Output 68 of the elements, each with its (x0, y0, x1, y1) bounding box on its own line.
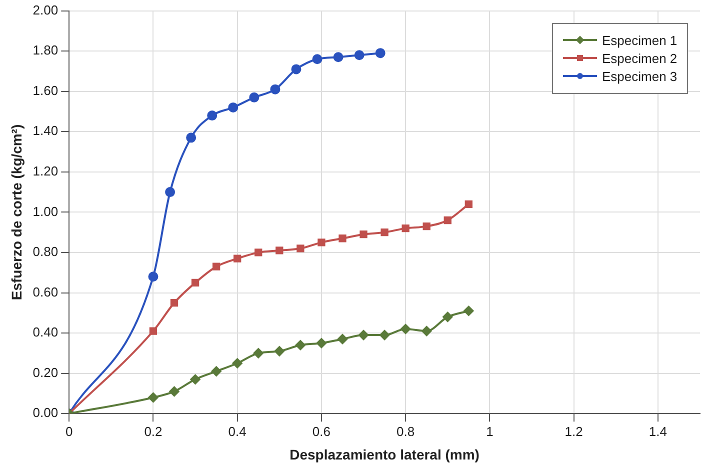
point (228, 102, 238, 112)
y-tick-label: 2.00 (32, 2, 58, 18)
x-tick-label: 1 (486, 424, 494, 439)
point (276, 246, 284, 254)
y-axis-title: Esfuerzo de corte (kg/cm²) (8, 124, 24, 300)
point (380, 228, 388, 236)
point (191, 278, 200, 287)
point (149, 327, 158, 335)
point (254, 248, 262, 256)
point (312, 54, 322, 64)
point (148, 272, 158, 282)
x-tick-label: 0.6 (312, 424, 330, 439)
point (165, 187, 176, 198)
point (212, 262, 220, 270)
point (380, 330, 390, 340)
y-tick-label: 1.20 (32, 164, 58, 178)
point (333, 52, 344, 62)
point (169, 386, 180, 396)
point (360, 230, 368, 238)
point (375, 48, 386, 58)
x-axis-title: Desplazamiento lateral (mm) (290, 446, 480, 462)
x-tick-label: 1.4 (648, 424, 667, 439)
legend-label: Especimen 1 (602, 32, 678, 48)
point (318, 238, 326, 246)
point (422, 326, 432, 336)
legend-label: Especimen 3 (602, 68, 678, 84)
y-tick-label: 0.40 (32, 324, 58, 340)
x-tick-label: 0.8 (396, 424, 415, 439)
y-tick-label: 0.00 (32, 405, 58, 420)
point (207, 110, 218, 121)
point (442, 312, 453, 322)
point (249, 92, 260, 102)
point (444, 216, 452, 224)
point (402, 224, 410, 232)
point (186, 132, 196, 143)
legend-label: Especimen 2 (602, 50, 678, 66)
point (253, 348, 264, 358)
x-tick-label: 1.2 (564, 424, 583, 439)
x-tick-label: 0.2 (144, 424, 162, 439)
point (316, 338, 326, 348)
point (464, 200, 472, 208)
y-tick-label: 0.20 (32, 364, 58, 380)
point (422, 222, 430, 230)
point (190, 374, 200, 384)
y-tick-label: 1.80 (32, 42, 58, 58)
point (211, 366, 222, 376)
point (338, 234, 346, 242)
y-tick-label: 0.80 (32, 244, 58, 260)
point (291, 64, 302, 74)
point (464, 306, 474, 316)
point (232, 358, 242, 368)
point (337, 334, 348, 344)
y-tick-label: 1.00 (32, 204, 58, 219)
point (354, 50, 364, 60)
point (358, 330, 369, 340)
point (270, 84, 280, 94)
point (148, 392, 158, 402)
point (295, 340, 306, 350)
point (296, 244, 304, 252)
point (400, 324, 411, 334)
point (234, 254, 242, 262)
y-tick-label: 1.60 (32, 82, 58, 98)
x-tick-label: 0 (65, 424, 73, 439)
x-tick-label: 0.4 (228, 424, 246, 439)
point (274, 346, 284, 356)
point (170, 299, 178, 307)
y-tick-label: 0.60 (32, 284, 58, 300)
y-tick-label: 1.40 (32, 123, 58, 138)
